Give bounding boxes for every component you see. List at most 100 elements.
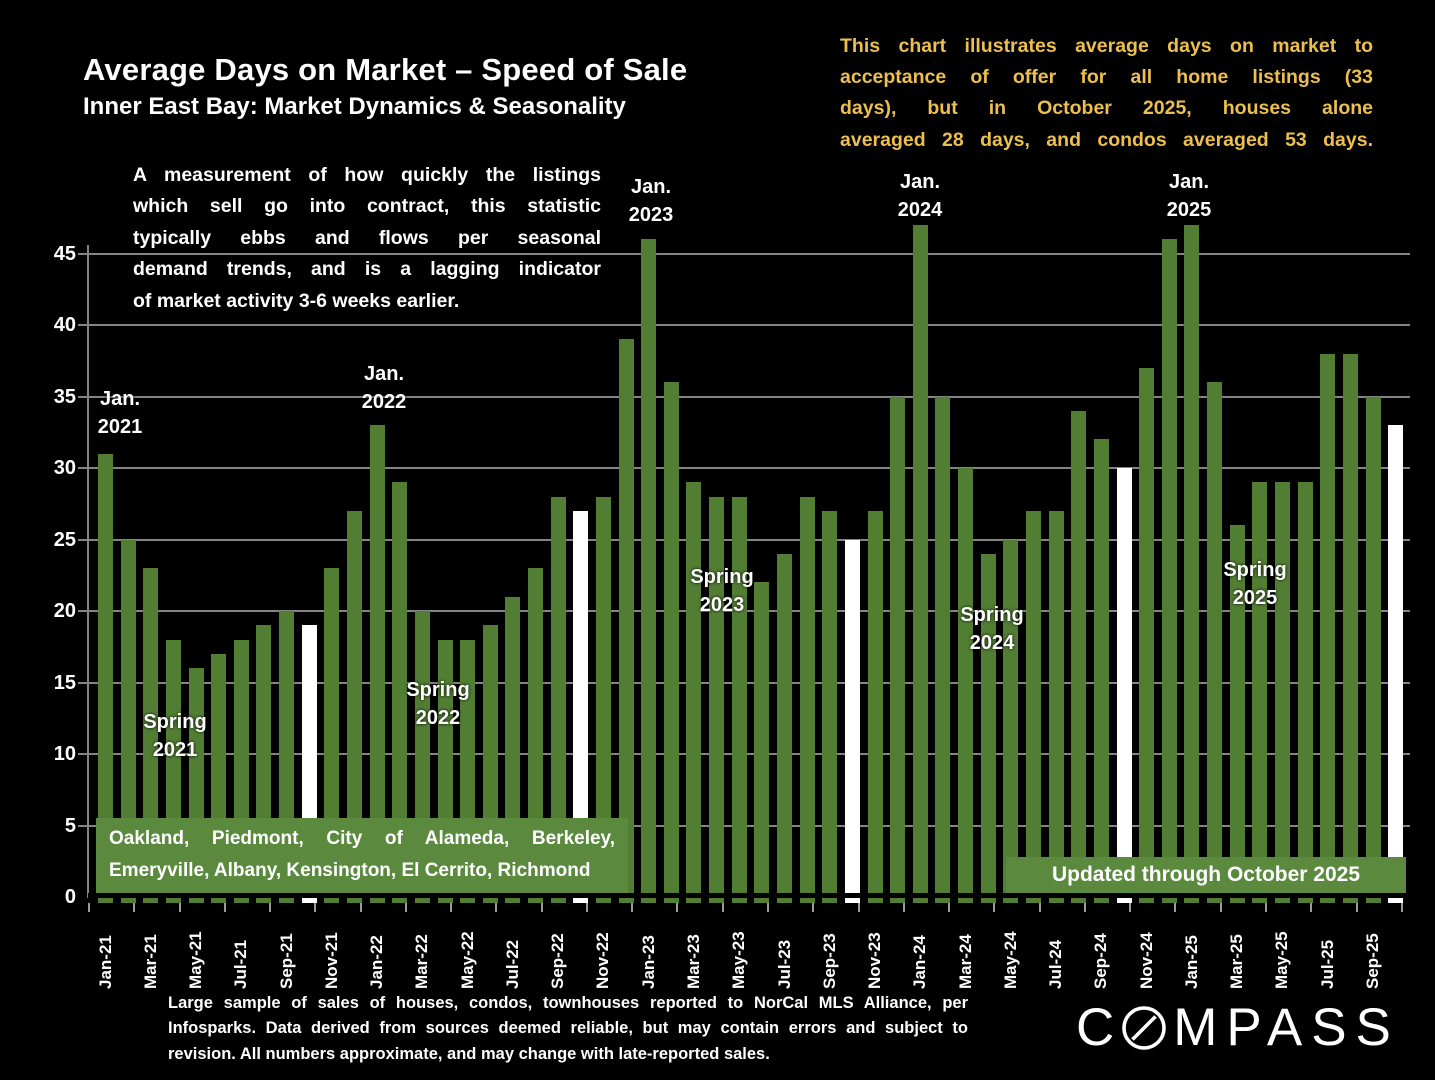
x-axis-label-Nov-23: Nov-23 bbox=[865, 911, 884, 989]
annotation-line: Spring bbox=[1223, 559, 1287, 581]
area-coverage-text: Oakland, Piedmont, City of Alameda, Berk… bbox=[96, 818, 628, 887]
x-axis-tick bbox=[450, 903, 453, 912]
bar-Sep-22 bbox=[550, 496, 566, 903]
text-line: of market activity 3-6 weeks earlier. bbox=[133, 289, 460, 312]
x-axis-label-text: Jan-24 bbox=[910, 935, 930, 989]
bar-Jul-25 bbox=[1320, 353, 1336, 903]
bar-Aug-24 bbox=[1071, 410, 1087, 903]
y-axis-line bbox=[87, 245, 89, 898]
annotation-jan-2025: Jan. 2025 bbox=[1114, 168, 1264, 224]
x-axis-tick bbox=[676, 903, 679, 912]
text-line: days), but in October 2025, houses alone bbox=[840, 97, 1373, 120]
gridline-30 bbox=[78, 467, 1410, 469]
y-axis-label-25: 25 bbox=[53, 528, 76, 551]
y-axis-label-15: 15 bbox=[53, 671, 76, 694]
x-axis-tick bbox=[948, 903, 951, 912]
bar-May-25 bbox=[1274, 482, 1290, 903]
bar-Aug-23 bbox=[799, 496, 815, 903]
x-axis-label-Nov-24: Nov-24 bbox=[1136, 911, 1156, 989]
bar-May-23 bbox=[731, 496, 747, 903]
text-line: averaged 28 days, and condos averaged 53… bbox=[840, 128, 1373, 151]
text-line: acceptance of offer for all home listing… bbox=[840, 66, 1373, 89]
bar-Oct-22 bbox=[573, 510, 589, 903]
x-axis-label-Nov-21: Nov-21 bbox=[321, 911, 341, 989]
bar-Jan-21 bbox=[98, 453, 113, 903]
x-axis-label-text: May-22 bbox=[457, 931, 477, 989]
x-axis-tick bbox=[404, 903, 407, 912]
y-axis-label-0: 0 bbox=[64, 886, 76, 908]
x-axis-label-Mar-24: Mar-24 bbox=[956, 911, 975, 989]
annotation-line: 2022 bbox=[415, 707, 461, 729]
x-axis-label-text: Jul-24 bbox=[1046, 939, 1066, 989]
annotation-spring-2021: Spring 2021 bbox=[100, 708, 250, 764]
text-line: This chart illustrates average days on m… bbox=[840, 35, 1373, 57]
logo-letter-c: C bbox=[1076, 998, 1124, 1057]
text-line: Oakland, Piedmont, City of Alameda, Berk… bbox=[109, 828, 615, 849]
annotation-line: Spring bbox=[960, 604, 1024, 626]
annotation-line: 2021 bbox=[97, 416, 143, 438]
x-axis-tick bbox=[88, 903, 90, 912]
x-axis-tick bbox=[495, 903, 498, 912]
x-axis-tick bbox=[1400, 903, 1403, 912]
x-axis-label-text: Nov-24 bbox=[1136, 932, 1156, 989]
annotation-line: Jan. bbox=[99, 388, 141, 410]
bar-Feb-23 bbox=[663, 382, 679, 903]
text-line: Large sample of sales of houses, condos,… bbox=[168, 994, 968, 1012]
gridline-40 bbox=[78, 324, 1410, 326]
x-axis-label-Jul-21: Jul-21 bbox=[231, 911, 250, 989]
y-axis-label-45: 45 bbox=[53, 242, 76, 265]
x-axis-label-Jan-22: Jan-22 bbox=[367, 911, 387, 989]
gridline-45 bbox=[78, 252, 1410, 255]
x-axis-baseline bbox=[88, 893, 1410, 898]
x-axis-label-May-23: May-23 bbox=[729, 911, 749, 989]
annotation-line: 2024 bbox=[969, 632, 1015, 654]
bar-Nov-22 bbox=[595, 496, 611, 903]
x-axis-label-text: May-24 bbox=[1000, 931, 1020, 989]
x-axis-label-text: Jan-22 bbox=[367, 935, 387, 989]
bar-Dec-23 bbox=[890, 396, 906, 903]
bar-Jun-24 bbox=[1025, 510, 1041, 903]
logo-letters-mpass: MPASS bbox=[1173, 998, 1400, 1057]
bar-Apr-24 bbox=[980, 553, 996, 903]
x-axis-label-text: Nov-21 bbox=[321, 932, 341, 989]
updated-through-box: Updated through October 2025 bbox=[1006, 857, 1406, 893]
x-axis-label-text: Sep-25 bbox=[1363, 933, 1382, 989]
bar-Oct-24 bbox=[1116, 468, 1132, 903]
x-axis-label-text: May-23 bbox=[729, 931, 749, 989]
text-line: typically ebbs and flows per seasonal bbox=[133, 226, 601, 249]
x-axis-label-text: Jul-23 bbox=[774, 939, 794, 989]
x-axis-tick bbox=[767, 903, 770, 912]
x-axis-label-Sep-21: Sep-21 bbox=[277, 911, 296, 989]
x-axis-label-text: Jan-25 bbox=[1181, 935, 1201, 989]
y-axis-label-5: 5 bbox=[64, 814, 76, 837]
x-axis-label-Jan-25: Jan-25 bbox=[1181, 911, 1201, 989]
annotation-spring-2022: Spring 2022 bbox=[363, 676, 513, 732]
text-line: revision. All numbers approximate, and m… bbox=[168, 1044, 770, 1063]
x-axis-label-Jan-21: Jan-21 bbox=[95, 911, 115, 989]
x-axis-label-text: Jan-21 bbox=[95, 935, 115, 989]
x-axis-label-text: Sep-24 bbox=[1091, 933, 1111, 989]
annotation-line: 2023 bbox=[628, 204, 674, 226]
x-axis-label-Jul-22: Jul-22 bbox=[503, 911, 522, 989]
annotation-spring-2025: Spring 2025 bbox=[1180, 556, 1330, 612]
x-axis-tick bbox=[631, 903, 634, 912]
gridline-35 bbox=[78, 395, 1410, 398]
x-axis-tick bbox=[812, 903, 815, 912]
x-axis-tick bbox=[857, 903, 860, 912]
x-axis-tick bbox=[993, 903, 996, 912]
text-line: Emeryville, Albany, Kensington, El Cerri… bbox=[109, 860, 591, 881]
bar-Feb-21 bbox=[120, 539, 136, 903]
x-axis-tick bbox=[1174, 903, 1177, 912]
bar-Nov-24 bbox=[1139, 367, 1155, 903]
annotation-line: 2024 bbox=[897, 199, 943, 221]
bar-Sep-25 bbox=[1365, 396, 1381, 903]
x-axis-label-text: Jan-23 bbox=[638, 935, 658, 989]
bar-Sep-23 bbox=[822, 510, 838, 903]
annotation-line: Jan. bbox=[630, 176, 672, 198]
x-axis-label-text: Nov-22 bbox=[593, 932, 613, 989]
bar-Feb-25 bbox=[1207, 382, 1223, 903]
text-line: Infosparks. Data derived from sources de… bbox=[168, 1019, 968, 1038]
y-axis-label-30: 30 bbox=[53, 457, 76, 479]
x-axis-label-Mar-25: Mar-25 bbox=[1227, 911, 1246, 989]
x-axis-tick bbox=[269, 903, 272, 912]
